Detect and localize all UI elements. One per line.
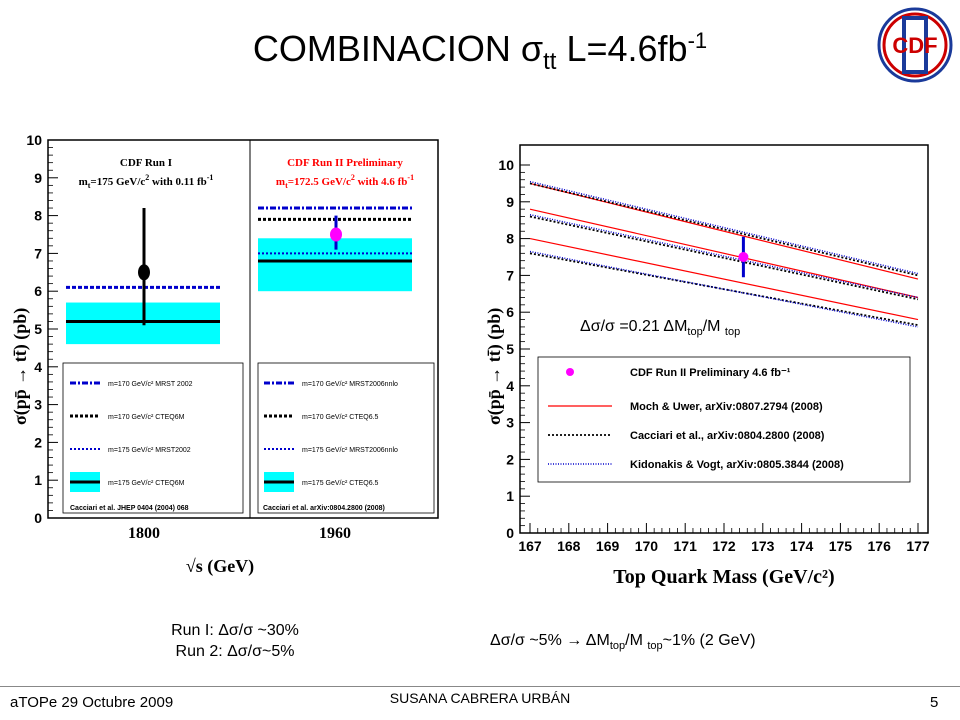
caption-left-line2: Run 2: Δσ/σ~5% — [175, 643, 295, 660]
legend-left-item: m=170 GeV/c² MRST 2002 — [108, 381, 193, 388]
legend-right-item: m=170 GeV/c² MRST2006nnlo — [302, 381, 398, 388]
right-ytick-label: 0 — [506, 525, 514, 541]
legend-right-item: m=175 GeV/c² MRST2006nnlo — [302, 447, 398, 454]
right-xtick-label: 172 — [712, 538, 736, 554]
legend-left-item: m=175 GeV/c² MRST2002 — [108, 447, 191, 454]
panel1-point — [138, 264, 150, 281]
right-ytick-label: 9 — [506, 194, 514, 210]
caption-left: Run I: Δσ/σ ~30% Run 2: Δσ/σ~5% — [120, 620, 350, 662]
legend-right-item: m=170 GeV/c² CTEQ6.5 — [302, 414, 379, 421]
delta-annotation: Δσ/σ =0.21 ΔMtop/M top — [580, 318, 741, 339]
right-ytick-label: 3 — [506, 415, 514, 431]
left-xlabel: √s (GeV) — [186, 556, 254, 577]
footer-divider — [0, 686, 960, 687]
legend-item-series: Kidonakis & Vogt, arXiv:0805.3844 (2008) — [630, 459, 844, 471]
right-xtick-label: 169 — [596, 538, 620, 554]
legend-right-item: m=175 GeV/c² CTEQ6.5 — [302, 480, 379, 487]
panel2-subtitle: mt=172.5 GeV/c2 with 4.6 fb-1 — [276, 173, 414, 190]
series-line-0 — [529, 238, 919, 321]
legend-left-item: m=170 GeV/c² CTEQ6M — [108, 414, 185, 421]
right-xtick-label: 175 — [829, 538, 853, 554]
legend-marker — [566, 368, 574, 376]
right-ytick-label: 7 — [506, 267, 514, 283]
series-line-1 — [529, 182, 919, 277]
legend-item-measurement: CDF Run II Preliminary 4.6 fb⁻¹ — [630, 367, 791, 379]
left-ytick-label: 2 — [34, 434, 42, 450]
left-ytick-label: 5 — [34, 321, 42, 337]
right-xtick-label: 177 — [906, 538, 930, 554]
left-ytick-label: 1 — [34, 472, 42, 488]
right-ytick-label: 4 — [506, 378, 514, 394]
xtick-1800: 1800 — [128, 525, 160, 542]
right-xtick-label: 170 — [635, 538, 659, 554]
panel2-point — [330, 227, 342, 242]
right-point — [738, 252, 749, 262]
right-xlabel: Top Quark Mass (GeV/c²) — [613, 566, 834, 588]
left-ytick-label: 0 — [34, 510, 42, 526]
right-ylabel: σ(pp̄ → tt̄) (pb) — [484, 308, 505, 425]
left-ytick-label: 10 — [26, 132, 42, 148]
slide-title: COMBINACION σtt L=4.6fb-1 — [252, 28, 708, 76]
logo-text: CDF — [892, 33, 937, 58]
panel1-title: CDF Run I — [120, 157, 172, 169]
footer-author: SUSANA CABRERA URBÁN — [389, 690, 571, 706]
legend-left-item: m=175 GeV/c² CTEQ6M — [108, 480, 185, 487]
series-line-2 — [529, 250, 919, 328]
xtick-1960: 1960 — [319, 525, 351, 542]
left-ytick-label: 8 — [34, 208, 42, 224]
right-ytick-label: 6 — [506, 304, 514, 320]
left-ytick-label: 6 — [34, 283, 42, 299]
right-xtick-label: 167 — [518, 538, 542, 554]
left-ytick-label: 4 — [34, 359, 42, 375]
right-legend-box — [537, 356, 911, 483]
right-ytick-label: 5 — [506, 341, 514, 357]
panel2-title: CDF Run II Preliminary — [287, 157, 403, 169]
left-ylabel: σ(pp̄ → tt̄) (pb) — [10, 308, 31, 425]
right-xtick-label: 168 — [557, 538, 581, 554]
right-ytick-label: 8 — [506, 231, 514, 247]
right-xtick-label: 176 — [868, 538, 892, 554]
legend-right-ref: Cacciari et al. arXiv:0804.2800 (2008) — [263, 505, 385, 512]
left-ytick-label: 7 — [34, 245, 42, 261]
caption-right: Δσ/σ ~5% → ΔMtop/M top~1% (2 GeV) — [490, 632, 756, 653]
panel1-subtitle: mt=175 GeV/c2 with 0.11 fb-1 — [79, 173, 214, 190]
left-ytick-label: 9 — [34, 170, 42, 186]
left-ytick-label: 3 — [34, 397, 42, 413]
right-xtick-label: 174 — [790, 538, 814, 554]
legend-item-series: Cacciari et al., arXiv:0804.2800 (2008) — [630, 430, 825, 442]
right-xtick-label: 171 — [674, 538, 698, 554]
right-ytick-label: 10 — [498, 157, 514, 173]
right-ytick-label: 2 — [506, 451, 514, 467]
legend-item-series: Moch & Uwer, arXiv:0807.2794 (2008) — [630, 401, 823, 413]
right-xtick-label: 173 — [751, 538, 775, 554]
left-chart: 0 1 2 3 4 5 6 7 8 9 10 CDF Run I mt=175 GeV/c2 wit… — [10, 132, 439, 577]
legend-left-ref: Cacciari et al. JHEP 0404 (2004) 068 — [70, 505, 189, 512]
footer-left: aTOPe 29 Octubre 2009 — [10, 694, 174, 711]
series-line-0 — [529, 208, 919, 299]
series-line-0 — [529, 182, 919, 280]
caption-left-line1: Run I: Δσ/σ ~30% — [171, 622, 299, 639]
slide-number: 5 — [930, 694, 939, 711]
right-ytick-label: 1 — [506, 488, 514, 504]
right-chart: 0 1 2 3 4 5 6 7 8 9 10 167 168 169 170 171 172 173 174 175 1… — [484, 144, 930, 588]
series-line-2 — [529, 213, 919, 299]
cdf-logo: CDF — [877, 7, 953, 83]
